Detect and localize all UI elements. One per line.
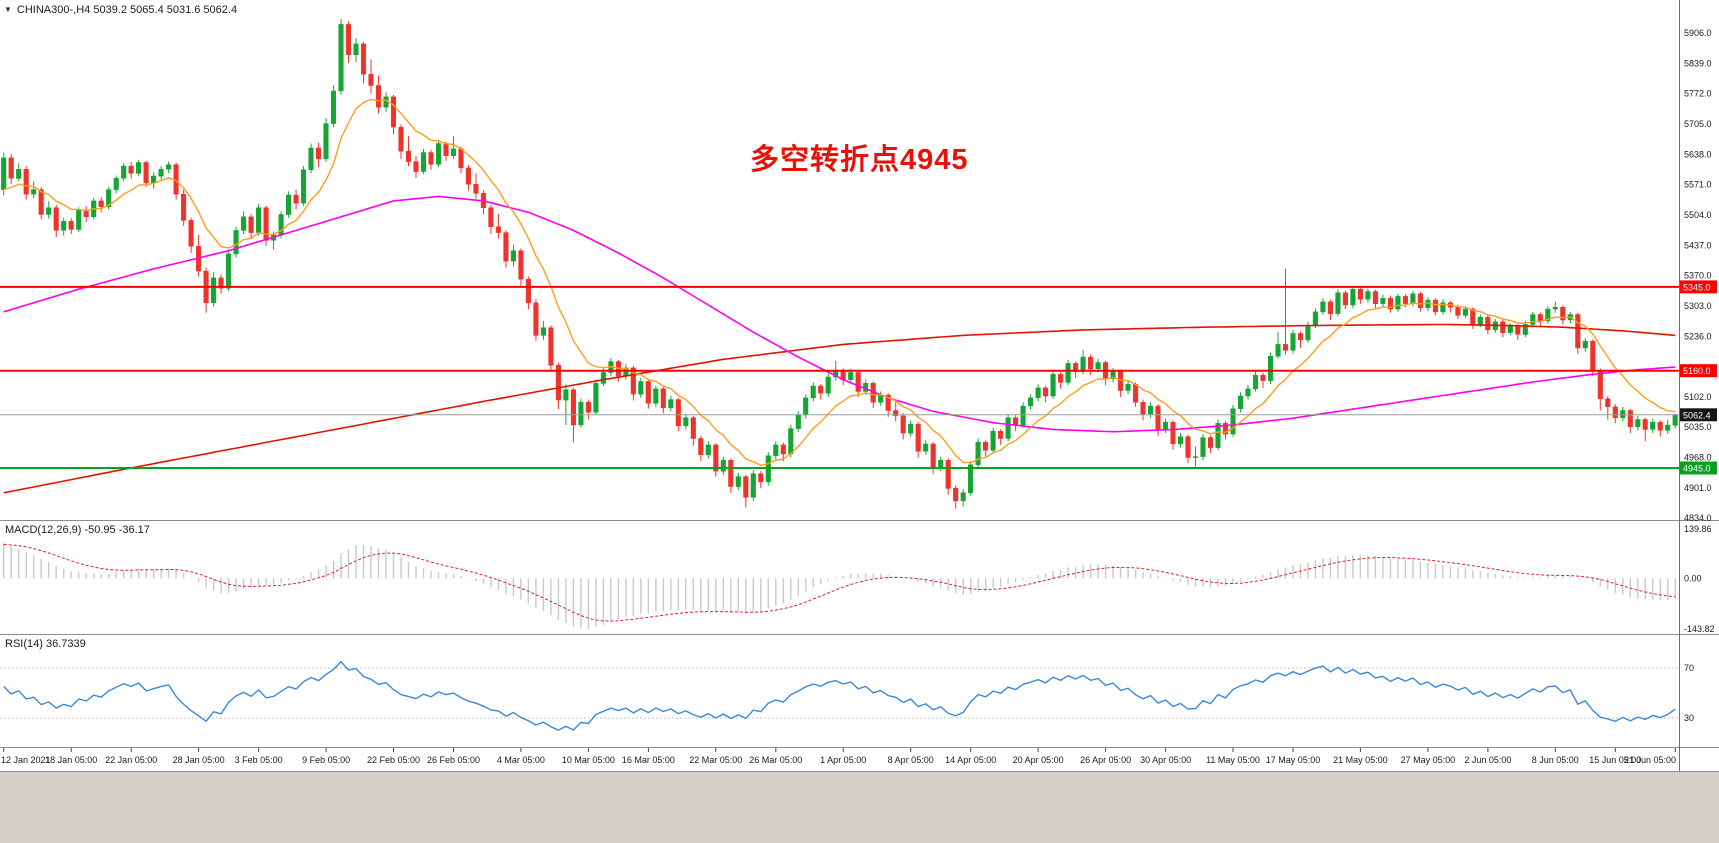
rsi-pane[interactable] bbox=[0, 635, 1679, 747]
svg-text:-143.82: -143.82 bbox=[1684, 624, 1715, 634]
macd-pane[interactable] bbox=[0, 521, 1679, 634]
svg-text:5504.0: 5504.0 bbox=[1684, 210, 1712, 220]
svg-text:22 Feb 05:00: 22 Feb 05:00 bbox=[367, 755, 420, 765]
svg-text:5772.0: 5772.0 bbox=[1684, 89, 1712, 99]
main-chart-pane[interactable] bbox=[0, 0, 1679, 520]
price-axis-labels: 5906.0 5839.0 5772.0 5705.0 5638.0 5571.0 5504… bbox=[1684, 28, 1712, 523]
price-badge-5345.0: 5345.0 bbox=[1680, 280, 1717, 294]
price-badge-4945.0: 4945.0 bbox=[1680, 461, 1717, 475]
svg-text:30: 30 bbox=[1684, 713, 1694, 723]
chart-annotation-text[interactable]: 多空转折点4945 bbox=[750, 144, 969, 176]
svg-text:5303.0: 5303.0 bbox=[1684, 301, 1712, 311]
svg-text:1 Apr 05:00: 1 Apr 05:00 bbox=[820, 755, 866, 765]
svg-text:5705.0: 5705.0 bbox=[1684, 119, 1712, 129]
indicator-axis-labels: 139.86 0.00 -143.82 70 30 bbox=[1684, 524, 1715, 723]
svg-text:11 May 05:00: 11 May 05:00 bbox=[1206, 755, 1260, 765]
svg-text:70: 70 bbox=[1684, 663, 1694, 673]
symbol-title: ▼ CHINA300-,H4 5039.2 5065.4 5031.6 5062… bbox=[4, 4, 237, 16]
svg-text:5062.4: 5062.4 bbox=[1683, 410, 1711, 420]
svg-text:5160.0: 5160.0 bbox=[1683, 366, 1711, 376]
svg-text:3 Feb 05:00: 3 Feb 05:00 bbox=[235, 755, 283, 765]
current-price-badge: 5062.4 bbox=[1680, 408, 1717, 422]
svg-text:26 Feb 05:00: 26 Feb 05:00 bbox=[427, 755, 480, 765]
macd-indicator-label: MACD(12,26,9) -50.95 -36.17 bbox=[5, 524, 150, 536]
svg-text:26 Apr 05:00: 26 Apr 05:00 bbox=[1080, 755, 1131, 765]
svg-text:27 May 05:00: 27 May 05:00 bbox=[1401, 755, 1456, 765]
svg-text:5345.0: 5345.0 bbox=[1683, 282, 1711, 292]
svg-text:4901.0: 4901.0 bbox=[1684, 483, 1712, 493]
ma-fast-line bbox=[3, 98, 1676, 467]
svg-text:30 Apr 05:00: 30 Apr 05:00 bbox=[1140, 755, 1191, 765]
svg-text:2 Jun 05:00: 2 Jun 05:00 bbox=[1464, 755, 1511, 765]
svg-text:5236.0: 5236.0 bbox=[1684, 331, 1712, 341]
svg-text:28 Jan 05:00: 28 Jan 05:00 bbox=[173, 755, 225, 765]
svg-text:0.00: 0.00 bbox=[1684, 573, 1702, 583]
svg-text:17 May 05:00: 17 May 05:00 bbox=[1266, 755, 1321, 765]
svg-text:18 Jan 05:00: 18 Jan 05:00 bbox=[45, 755, 97, 765]
svg-text:21 May 05:00: 21 May 05:00 bbox=[1333, 755, 1388, 765]
ma-mid-line bbox=[3, 195, 1676, 433]
svg-text:9 Feb 05:00: 9 Feb 05:00 bbox=[302, 755, 350, 765]
svg-text:5906.0: 5906.0 bbox=[1684, 28, 1712, 38]
ma-slow-line bbox=[3, 323, 1676, 494]
svg-text:5571.0: 5571.0 bbox=[1684, 180, 1712, 190]
price-badge-5160.0: 5160.0 bbox=[1680, 364, 1717, 378]
time-axis-labels: 12 Jan 202118 Jan 05:00 22 Jan 05:00 28 Ja… bbox=[1, 748, 1676, 765]
svg-text:5370.0: 5370.0 bbox=[1684, 271, 1712, 281]
svg-text:4834.0: 4834.0 bbox=[1684, 513, 1712, 523]
svg-text:4968.0: 4968.0 bbox=[1684, 453, 1712, 463]
svg-text:4945.0: 4945.0 bbox=[1683, 464, 1711, 474]
terminal-bottom-strip bbox=[0, 772, 1719, 843]
svg-text:5035.0: 5035.0 bbox=[1684, 422, 1712, 432]
rsi-line bbox=[3, 660, 1676, 731]
svg-text:139.86: 139.86 bbox=[1684, 524, 1712, 534]
svg-text:15 Jun 05:00: 15 Jun 05:00 bbox=[1589, 755, 1641, 765]
time-axis[interactable] bbox=[0, 748, 1719, 771]
svg-text:22 Mar 05:00: 22 Mar 05:00 bbox=[689, 755, 742, 765]
candlestick-layer bbox=[1, 19, 1678, 509]
svg-text:8 Jun 05:00: 8 Jun 05:00 bbox=[1532, 755, 1579, 765]
svg-text:10 Mar 05:00: 10 Mar 05:00 bbox=[562, 755, 615, 765]
svg-text:5839.0: 5839.0 bbox=[1684, 58, 1712, 68]
svg-text:5102.0: 5102.0 bbox=[1684, 392, 1712, 402]
svg-text:16 Mar 05:00: 16 Mar 05:00 bbox=[622, 755, 675, 765]
svg-text:4 Mar 05:00: 4 Mar 05:00 bbox=[497, 755, 545, 765]
rsi-indicator-label: RSI(14) 36.7339 bbox=[5, 638, 86, 650]
svg-text:12 Jan 2021: 12 Jan 2021 bbox=[1, 755, 51, 765]
price-axis[interactable] bbox=[1679, 0, 1719, 748]
svg-text:26 Mar 05:00: 26 Mar 05:00 bbox=[749, 755, 802, 765]
svg-text:5638.0: 5638.0 bbox=[1684, 149, 1712, 159]
symbol-title-text: CHINA300-,H4 5039.2 5065.4 5031.6 5062.4 bbox=[16, 4, 238, 16]
macd-histogram bbox=[3, 543, 1676, 629]
svg-text:14 Apr 05:00: 14 Apr 05:00 bbox=[945, 755, 996, 765]
svg-text:21 Jun 05:00: 21 Jun 05:00 bbox=[1624, 755, 1676, 765]
svg-text:20 Apr 05:00: 20 Apr 05:00 bbox=[1013, 755, 1064, 765]
triangle-down-icon[interactable]: ▼ bbox=[4, 5, 12, 14]
svg-text:22 Jan 05:00: 22 Jan 05:00 bbox=[105, 755, 157, 765]
svg-text:5437.0: 5437.0 bbox=[1684, 240, 1712, 250]
svg-text:8 Apr 05:00: 8 Apr 05:00 bbox=[888, 755, 934, 765]
